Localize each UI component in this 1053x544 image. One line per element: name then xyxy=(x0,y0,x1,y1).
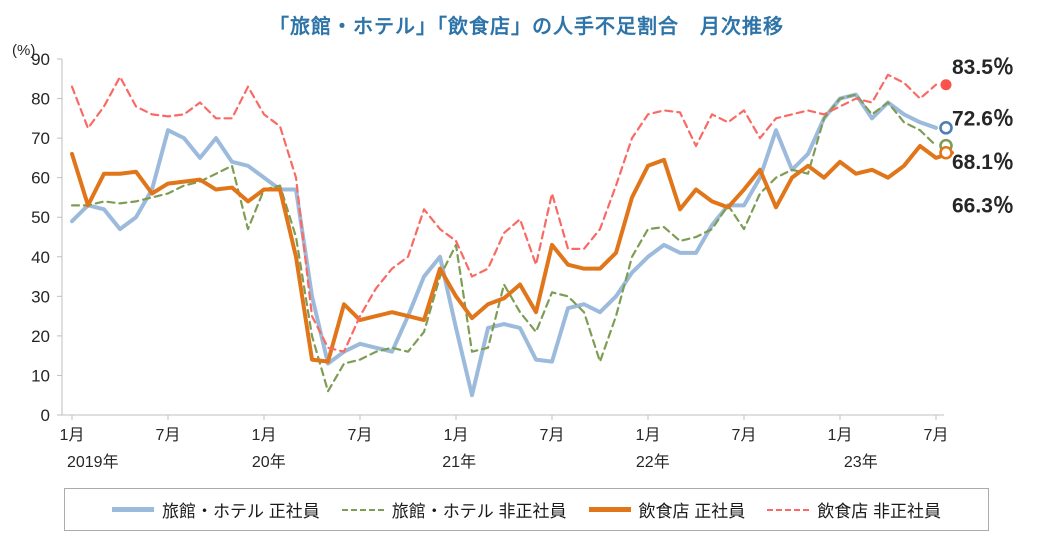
y-tick-label: 30 xyxy=(31,287,50,306)
y-tick-label: 80 xyxy=(31,90,50,109)
y-tick-label: 90 xyxy=(31,50,50,69)
legend-line-sample xyxy=(767,508,810,511)
x-tick-label: 7月 xyxy=(732,427,757,444)
x-tick-label: 7月 xyxy=(540,427,565,444)
x-year-label: 21年 xyxy=(442,453,476,471)
legend-item: 飲食店 正社員 xyxy=(588,497,746,522)
x-tick-label: 7月 xyxy=(348,427,373,444)
chart-title: 「旅館・ホテル」「飲食店」の人手不足割合 月次推移 xyxy=(269,16,784,38)
legend-line-sample xyxy=(588,507,631,512)
x-tick-label: 1月 xyxy=(252,427,277,444)
series-end-value-label: 72.6％ xyxy=(952,107,1014,130)
x-year-label: 23年 xyxy=(844,453,878,471)
series-end-value-label: 83.5％ xyxy=(952,56,1014,79)
legend-item: 旅館・ホテル 非正社員 xyxy=(341,497,567,522)
legend-item: 飲食店 非正社員 xyxy=(767,497,941,522)
chart-area: (%) 0 10 20 30 40 50 60 70 80 90 1月 7月 1月 7月 1月 7月 1月 7月 1月… xyxy=(0,39,1053,486)
series-line xyxy=(70,144,954,364)
legend-label: 旅館・ホテル 非正社員 xyxy=(391,502,567,521)
series-line xyxy=(70,73,938,353)
legend-label: 飲食店 正社員 xyxy=(638,502,746,521)
series-line xyxy=(70,93,938,393)
x-tick-label: 1月 xyxy=(60,427,85,444)
legend-label: 飲食店 非正社員 xyxy=(817,502,941,521)
series-end-ring xyxy=(939,121,953,135)
x-year-label: 22年 xyxy=(636,453,670,471)
y-tick-label: 50 xyxy=(31,208,50,227)
x-year-label: 2019年 xyxy=(67,453,119,471)
x-tick-label: 7月 xyxy=(924,427,949,444)
series-end-dot xyxy=(940,79,952,91)
legend-line-sample xyxy=(112,507,155,512)
series-line xyxy=(70,92,938,398)
y-tick-label: 40 xyxy=(31,248,50,267)
series-end-ring xyxy=(939,145,953,160)
x-tick-label: 1月 xyxy=(444,427,469,444)
x-year-label: 20年 xyxy=(252,453,286,471)
y-tick-label: 70 xyxy=(31,129,50,148)
x-tick-label: 7月 xyxy=(156,427,181,444)
x-tick-label: 1月 xyxy=(828,427,853,444)
legend-line-sample xyxy=(341,508,384,511)
line-chart: (%) 0 10 20 30 40 50 60 70 80 90 1月 7月 1月 7月 1月 7月 1月 7月 1月… xyxy=(12,42,1014,471)
y-tick-label: 0 xyxy=(41,406,50,425)
y-tick-label: 60 xyxy=(31,169,50,188)
y-tick-label: 20 xyxy=(31,327,50,346)
y-tick-label: 10 xyxy=(31,366,50,385)
x-tick-label: 1月 xyxy=(636,427,661,444)
legend-label: 旅館・ホテル 正社員 xyxy=(162,502,320,521)
series-end-value-label: 66.3％ xyxy=(952,194,1014,217)
series-end-value-label: 68.1％ xyxy=(952,151,1014,174)
legend-item: 旅館・ホテル 正社員 xyxy=(112,497,320,522)
y-axis-unit-label: (%) xyxy=(12,42,35,59)
legend: 旅館・ホテル 正社員 旅館・ホテル 非正社員 飲食店 正社員 飲食店 非正社員 xyxy=(64,488,989,531)
